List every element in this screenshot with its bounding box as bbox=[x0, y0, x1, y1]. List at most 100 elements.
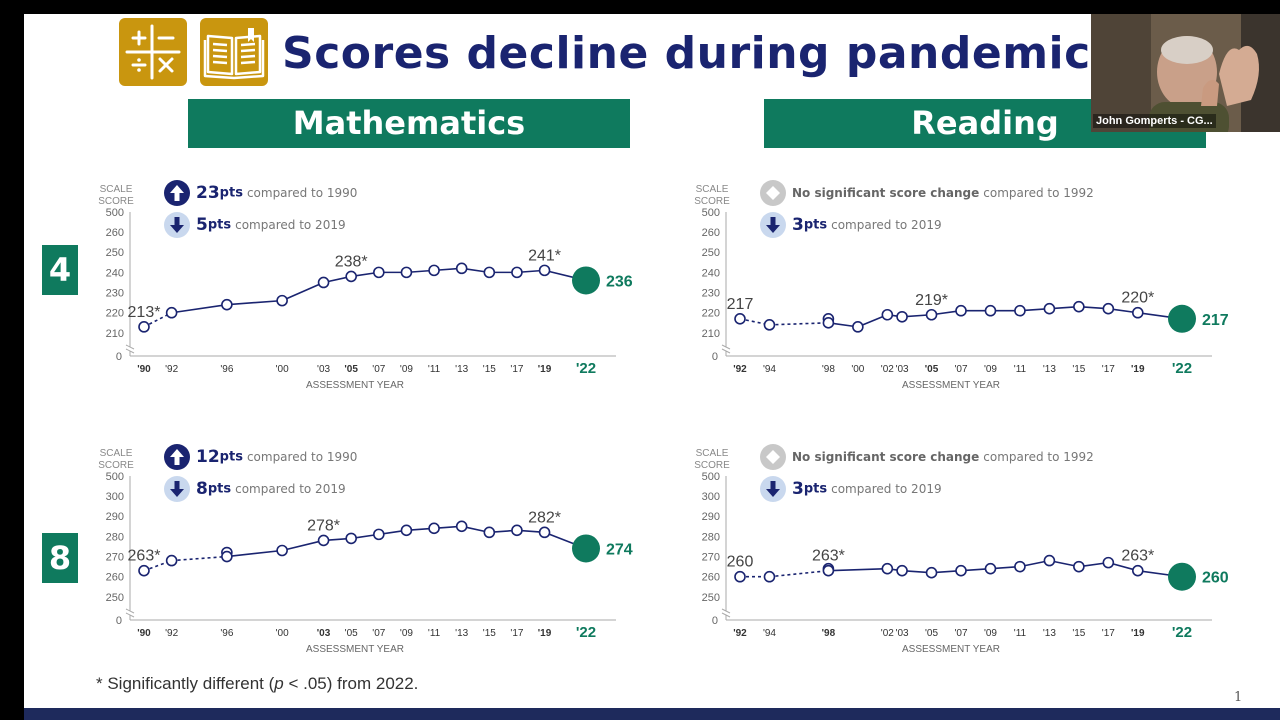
stat-text: compared to 2019 bbox=[235, 218, 346, 232]
data-label: 263* bbox=[128, 548, 161, 565]
data-label: 263* bbox=[812, 548, 845, 565]
arrow-down-icon bbox=[164, 212, 190, 238]
data-label: 213* bbox=[128, 304, 161, 321]
stat-value: 3 bbox=[792, 479, 804, 499]
series-segment bbox=[769, 569, 829, 578]
x-tick-label: '96 bbox=[220, 364, 233, 375]
x-tick-label: '00 bbox=[276, 628, 289, 639]
data-point bbox=[538, 264, 551, 277]
stat-bold-text: No significant score change bbox=[792, 186, 980, 200]
y-tick-label: 210 bbox=[106, 328, 124, 340]
x-tick-label: '22 bbox=[576, 624, 596, 641]
data-point bbox=[763, 319, 776, 331]
data-point bbox=[165, 306, 178, 319]
data-point bbox=[455, 520, 468, 533]
data-point bbox=[373, 528, 385, 541]
x-tick-label: '19 bbox=[538, 628, 552, 639]
data-point bbox=[345, 532, 357, 545]
series-segment bbox=[281, 539, 324, 552]
stat-value: 5 bbox=[196, 215, 208, 235]
data-point-final bbox=[572, 266, 600, 295]
x-tick-label: '98 bbox=[822, 628, 836, 639]
arrow-down-icon bbox=[760, 212, 786, 238]
data-point bbox=[896, 564, 908, 577]
data-point bbox=[955, 304, 967, 317]
x-tick-label: '07 bbox=[372, 364, 385, 375]
x-tick-label: '03 bbox=[317, 628, 331, 639]
x-tick-label: '19 bbox=[538, 364, 552, 375]
y-tick-label: 0 bbox=[116, 351, 122, 363]
y-tick-label: 290 bbox=[106, 511, 124, 523]
slide: Scores decline during pandemic Mathemati… bbox=[24, 14, 1280, 710]
x-tick-label: '05 bbox=[925, 628, 938, 639]
stat-bold-text: No significant score change bbox=[792, 450, 980, 464]
x-tick-label: '17 bbox=[1102, 628, 1115, 639]
data-point bbox=[734, 570, 746, 583]
y-tick-label: 250 bbox=[702, 247, 720, 259]
participant-video-tile[interactable]: John Gomperts - CG... bbox=[1091, 14, 1280, 132]
data-label: 263* bbox=[1121, 548, 1154, 565]
stat-row-down: 3pts compared to 2019 bbox=[760, 476, 942, 502]
x-tick-label: '92 bbox=[165, 628, 178, 639]
axis-break-mark bbox=[125, 612, 135, 618]
stat-text: compared to 1990 bbox=[246, 186, 358, 200]
x-tick-label: '15 bbox=[1072, 628, 1085, 639]
y-tick-label: 280 bbox=[106, 531, 124, 543]
x-tick-label: '03 bbox=[896, 628, 909, 639]
y-tick-label: 230 bbox=[106, 288, 124, 300]
stat-row-up: 12pts compared to 1990 bbox=[164, 444, 357, 470]
data-point bbox=[373, 266, 385, 279]
final-value-label: 236 bbox=[606, 273, 633, 290]
stat-row-down: 3pts compared to 2019 bbox=[760, 212, 942, 238]
data-point bbox=[955, 564, 967, 577]
final-value-label: 217 bbox=[1202, 312, 1229, 329]
page-number: 1 bbox=[1234, 690, 1243, 705]
data-point bbox=[276, 294, 288, 307]
y-tick-label: 250 bbox=[106, 592, 124, 604]
grade-8-label: 8 bbox=[42, 533, 78, 583]
data-point bbox=[138, 564, 150, 577]
participant-name: John Gomperts - CG... bbox=[1093, 114, 1216, 128]
data-point-final bbox=[1168, 562, 1196, 591]
data-point bbox=[483, 266, 496, 279]
x-tick-label: '11 bbox=[428, 628, 441, 639]
x-tick-label: '05 bbox=[344, 364, 358, 375]
data-point bbox=[896, 310, 908, 323]
stat-value: 3 bbox=[792, 215, 804, 235]
data-point bbox=[734, 312, 746, 325]
arrow-down-icon bbox=[760, 476, 786, 502]
arrow-up-icon bbox=[164, 180, 190, 206]
data-point bbox=[511, 524, 523, 537]
data-point bbox=[276, 544, 288, 557]
stat-unit: pts bbox=[219, 185, 243, 201]
x-tick-label: '00 bbox=[851, 364, 864, 375]
x-tick-label: '92 bbox=[165, 364, 178, 375]
footnote: * Significantly different (p < .05) from… bbox=[96, 674, 419, 693]
axis-title-line1: SCALE bbox=[100, 448, 133, 459]
x-tick-label: '11 bbox=[428, 364, 441, 375]
data-point bbox=[1073, 300, 1085, 313]
x-tick-label: '17 bbox=[510, 364, 523, 375]
x-tick-label: '07 bbox=[372, 628, 385, 639]
data-point-final bbox=[1168, 304, 1196, 333]
data-label: 241* bbox=[528, 247, 561, 264]
x-tick-label: '15 bbox=[483, 364, 496, 375]
data-point bbox=[1014, 560, 1026, 573]
y-tick-label: 260 bbox=[702, 227, 720, 239]
axis-title-line1: SCALE bbox=[696, 184, 729, 195]
data-point bbox=[1014, 304, 1026, 317]
x-tick-label: '98 bbox=[822, 364, 835, 375]
data-point bbox=[345, 270, 357, 283]
data-point bbox=[1102, 302, 1115, 315]
axis-break-mark bbox=[721, 612, 731, 618]
stat-unit: pts bbox=[803, 217, 828, 233]
stat-text: compared to 2019 bbox=[831, 218, 942, 232]
y-tick-label: 270 bbox=[702, 552, 720, 564]
x-tick-label: '19 bbox=[1131, 364, 1145, 375]
x-tick-label: '05 bbox=[925, 364, 939, 375]
x-tick-label: '03 bbox=[317, 364, 330, 375]
stat-row-none: No significant score change compared to 1… bbox=[760, 180, 1094, 206]
axis-title-line1: SCALE bbox=[100, 184, 133, 195]
x-tick-label: '22 bbox=[576, 360, 596, 377]
